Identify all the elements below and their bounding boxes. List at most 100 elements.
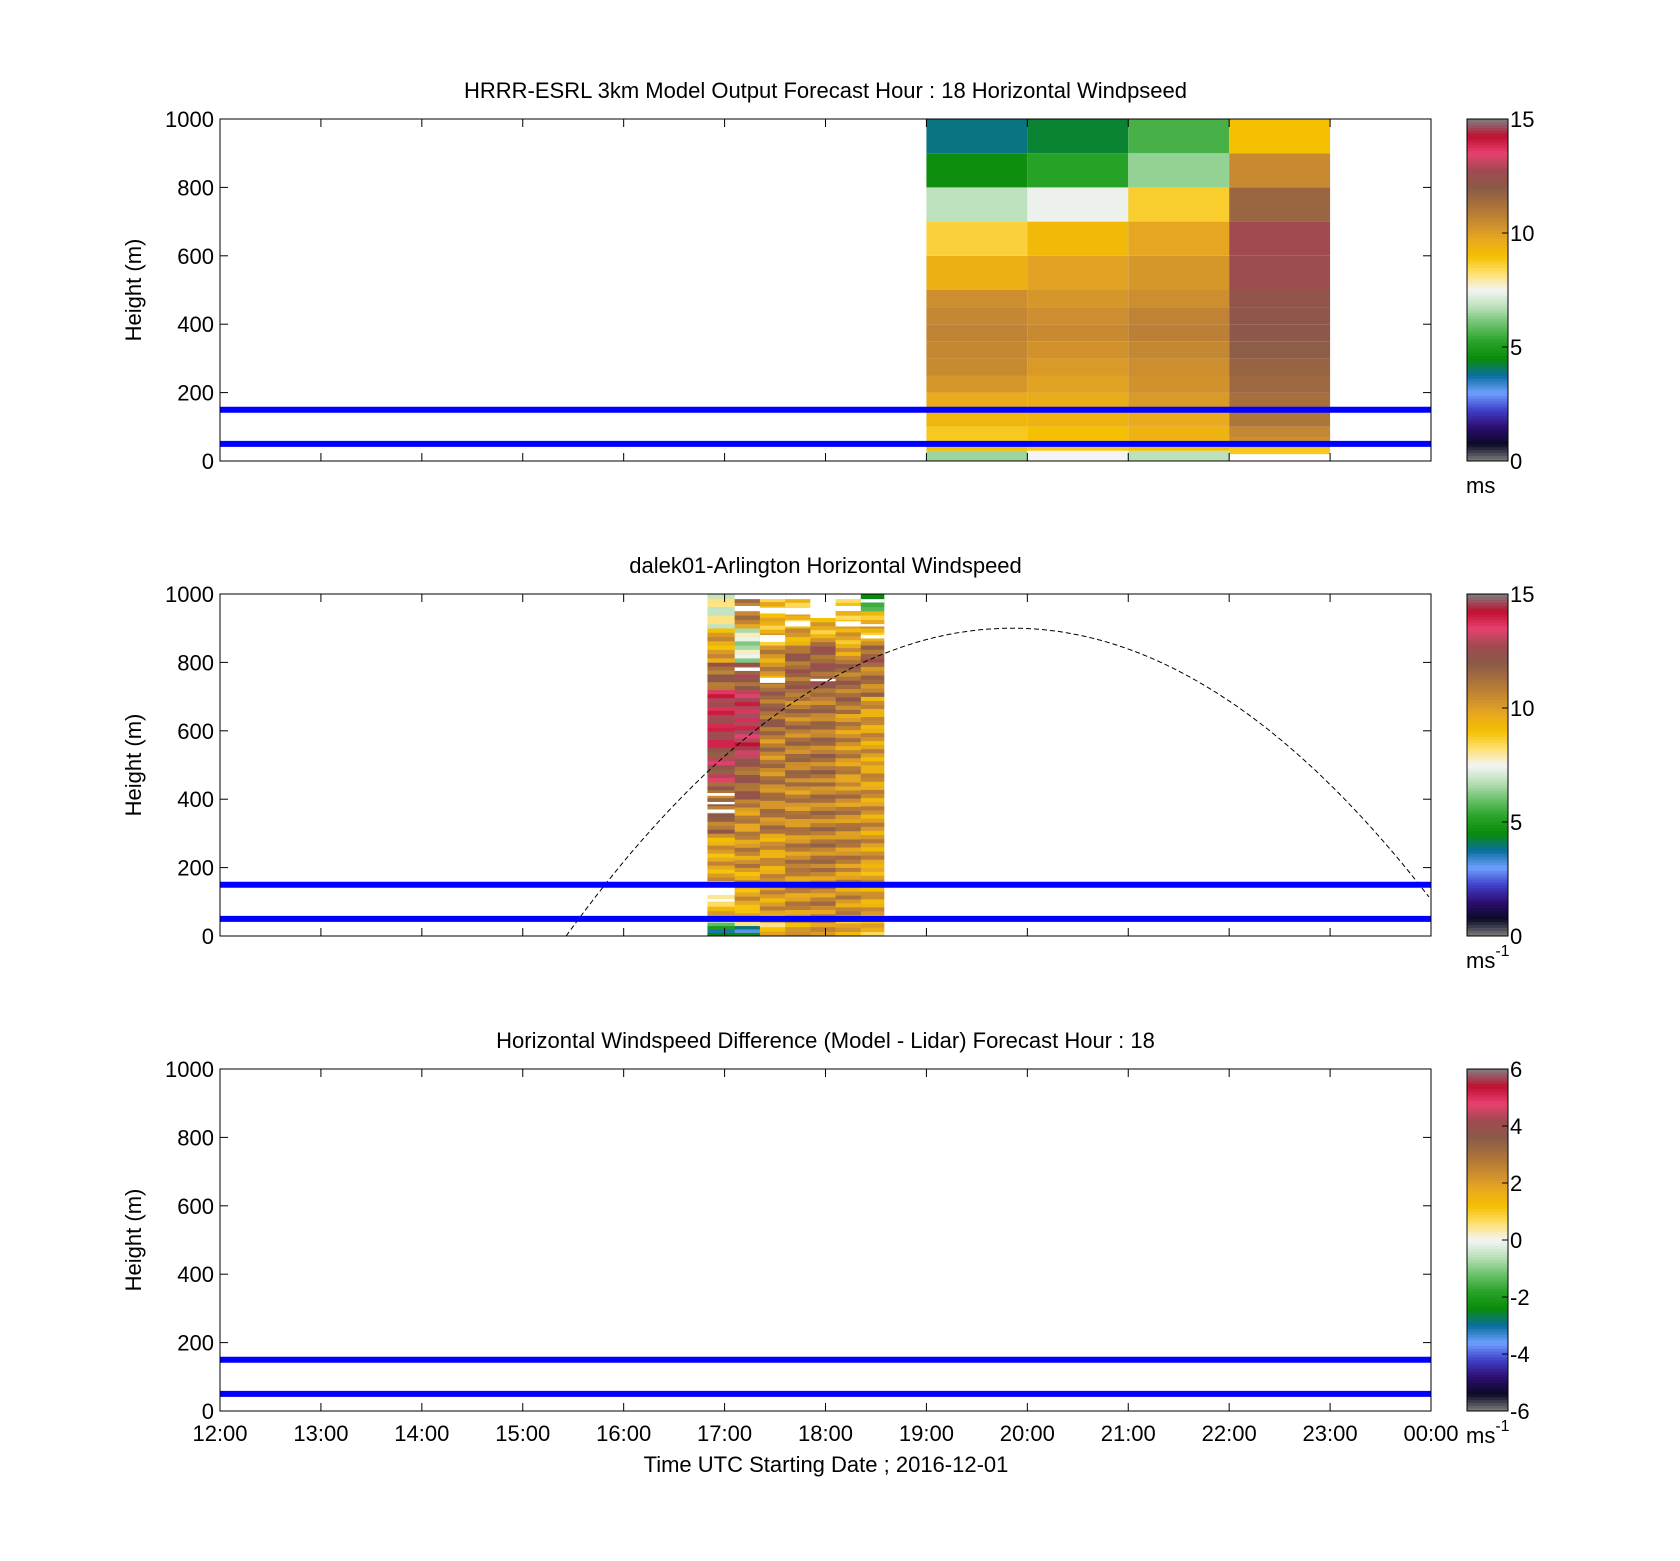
- colorbar-swatch: [1467, 662, 1508, 666]
- lidar-cell: [759, 699, 786, 704]
- heatmap-cell: [926, 153, 1028, 188]
- colorbar-swatch: [1467, 429, 1508, 433]
- colorbar-swatch: [1467, 1111, 1508, 1116]
- lidar-cell: [785, 806, 811, 811]
- colorbar-swatch: [1467, 702, 1508, 706]
- colorbar-swatch: [1467, 676, 1508, 680]
- lidar-cell: [835, 701, 862, 706]
- lidar-cell: [810, 625, 836, 631]
- lidar-cell: [734, 859, 761, 864]
- lidar-cell: [835, 697, 862, 702]
- colorbar-swatch: [1467, 633, 1508, 638]
- lidar-gap: [759, 607, 786, 613]
- lidar-cell: [810, 806, 836, 811]
- lidar-cell: [734, 615, 761, 620]
- lidar-cell: [707, 636, 735, 642]
- colorbar-swatch: [1467, 1385, 1508, 1389]
- heatmap-cell: [1229, 341, 1331, 359]
- lidar-cell: [860, 826, 885, 831]
- colorbar-swatch: [1467, 693, 1508, 698]
- colorbar-swatch: [1467, 904, 1508, 908]
- lidar-cell: [810, 729, 836, 734]
- colorbar-swatch: [1467, 1091, 1508, 1096]
- colorbar-swatch: [1467, 1231, 1508, 1235]
- colorbar-swatch: [1467, 1302, 1508, 1307]
- lidar-cell: [734, 611, 761, 616]
- lidar-cell: [707, 658, 735, 663]
- lidar-cell: [810, 782, 836, 787]
- colorbar-swatch: [1467, 210, 1508, 214]
- colorbar: 0 5 10 15 ms: [1466, 107, 1534, 498]
- heatmap-cell: [1229, 290, 1331, 308]
- lidar-cell: [810, 851, 836, 856]
- colorbar-swatch: [1467, 813, 1508, 817]
- colorbar-swatch: [1467, 1228, 1508, 1232]
- lidar-cell: [860, 777, 885, 782]
- lidar-cell: [759, 707, 786, 712]
- colorbar-swatch: [1467, 1080, 1508, 1084]
- lidar-cell: [734, 782, 761, 788]
- colorbar-swatch: [1467, 1106, 1508, 1110]
- lidar-cell: [707, 877, 735, 882]
- lidar-cell: [734, 843, 761, 848]
- lidar-cell: [835, 717, 862, 723]
- lidar-cell: [734, 912, 761, 918]
- colorbar-swatch: [1467, 594, 1508, 598]
- colorbar-swatch: [1467, 830, 1508, 834]
- lidar-cell: [707, 606, 735, 612]
- lidar-cell: [810, 688, 836, 693]
- lidar-cell: [860, 907, 885, 912]
- lidar-cell: [810, 637, 836, 643]
- colorbar-swatch: [1467, 298, 1508, 302]
- heatmap-cell: [1128, 255, 1230, 290]
- colorbar-swatch: [1467, 1319, 1508, 1324]
- plot-area: [220, 119, 1431, 461]
- lidar-cell: [785, 653, 811, 658]
- colorbar-swatch: [1467, 1086, 1508, 1090]
- colorbar-swatch: [1467, 204, 1508, 208]
- colorbar-swatch: [1467, 765, 1508, 769]
- lidar-cell: [759, 812, 786, 818]
- lidar-cell: [835, 806, 862, 811]
- colorbar-swatch: [1467, 147, 1508, 151]
- colorbar-swatch: [1467, 198, 1508, 203]
- lidar-cell: [810, 798, 836, 803]
- colorbar-swatch: [1467, 1285, 1508, 1289]
- lidar-cell: [759, 767, 786, 773]
- lidar-cell: [759, 715, 786, 720]
- heatmap-cell: [1128, 375, 1230, 393]
- colorbar-swatch: [1467, 1242, 1508, 1247]
- lidar-cell: [860, 732, 885, 738]
- colorbar-swatch: [1467, 1348, 1508, 1352]
- heatmap-cell: [1128, 153, 1230, 188]
- colorbar-swatch: [1467, 1202, 1508, 1207]
- colorbar-tick-label: 15: [1510, 107, 1534, 132]
- colorbar-swatch: [1467, 1311, 1508, 1315]
- lidar-cell: [734, 766, 761, 771]
- lidar-cell: [707, 706, 735, 711]
- lidar-cell: [810, 901, 836, 906]
- colorbar-swatch: [1467, 890, 1508, 894]
- lidar-cell: [835, 790, 862, 795]
- colorbar-swatch: [1467, 213, 1508, 217]
- colorbar-swatch: [1467, 355, 1508, 359]
- colorbar-swatch: [1467, 901, 1508, 906]
- lidar-cell: [785, 765, 811, 771]
- lidar-cell: [707, 689, 735, 695]
- lidar-cell: [860, 785, 885, 790]
- colorbar-swatch: [1467, 432, 1508, 436]
- colorbar-swatch: [1467, 233, 1508, 237]
- lidar-cell: [835, 643, 862, 649]
- colorbar-tick-label: 0: [1510, 924, 1522, 949]
- colorbar-swatch: [1467, 1177, 1508, 1181]
- lidar-cell: [759, 683, 786, 688]
- colorbar-swatch: [1467, 713, 1508, 718]
- colorbar-swatch: [1467, 896, 1508, 900]
- colorbar-swatch: [1467, 443, 1508, 448]
- colorbar-swatch: [1467, 898, 1508, 903]
- lidar-cell: [707, 632, 735, 638]
- lidar-cell: [835, 663, 862, 669]
- colorbar-swatch: [1467, 1200, 1508, 1204]
- lidar-cell: [860, 899, 885, 904]
- colorbar-swatch: [1467, 776, 1508, 780]
